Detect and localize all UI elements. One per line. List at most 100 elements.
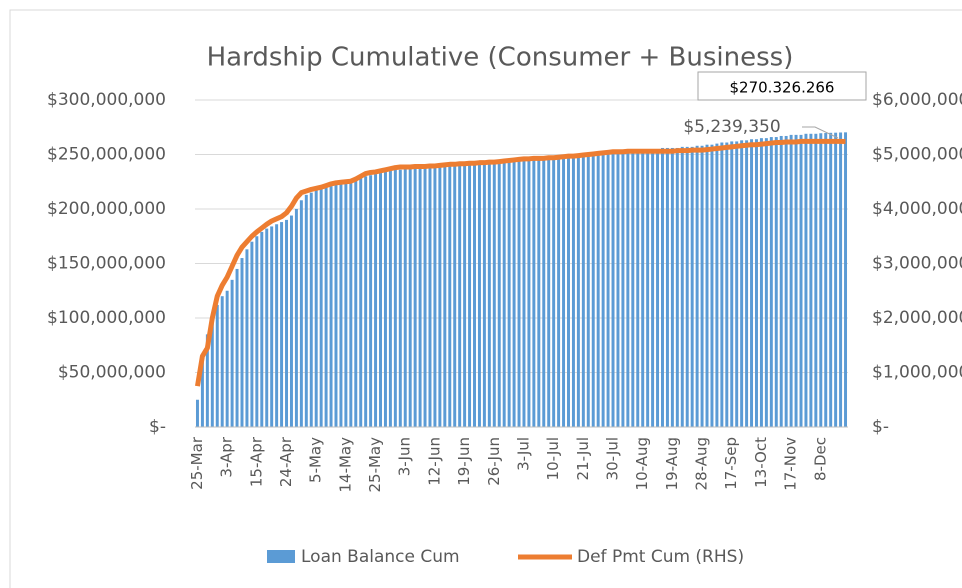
bar (844, 132, 848, 428)
bar (626, 151, 630, 428)
bar (383, 171, 387, 427)
bar (616, 152, 620, 427)
bar (651, 149, 655, 428)
bar (774, 137, 778, 427)
bar (324, 187, 328, 427)
bar (245, 249, 249, 427)
x-tick-label: 3-Apr (218, 436, 236, 477)
bar (354, 179, 358, 427)
bar (285, 219, 289, 427)
bar (492, 163, 496, 427)
bar (552, 157, 556, 427)
bar (512, 161, 516, 428)
bar (309, 192, 313, 427)
bar (403, 168, 407, 428)
x-tick-label: 17-Nov (782, 437, 800, 491)
x-tick-label: 25-Mar (188, 436, 206, 490)
bar (374, 174, 378, 427)
leader-line (802, 126, 839, 139)
bar (468, 165, 472, 427)
bar (705, 144, 709, 427)
y-tick-label: $100,000,000 (47, 308, 166, 328)
bar (665, 147, 669, 427)
bar (438, 167, 442, 427)
bar (215, 304, 219, 427)
bar (819, 133, 823, 427)
bar (497, 162, 501, 427)
bar (289, 215, 293, 427)
x-tick-label: 15-Apr (247, 436, 265, 487)
bar (641, 149, 645, 428)
bar (369, 175, 373, 427)
bar (398, 169, 402, 427)
bar (769, 137, 773, 427)
bar (250, 241, 254, 427)
bar (839, 132, 843, 427)
bar (661, 147, 664, 427)
y2-tick-label: $- (872, 417, 889, 437)
annotation: $270.326.266 (730, 79, 835, 97)
bar (280, 222, 284, 427)
bar (631, 150, 635, 427)
bar (433, 167, 437, 427)
bar (537, 158, 541, 428)
chart-title: Hardship Cumulative (Consumer + Business… (207, 43, 794, 73)
x-tick-label: 19-Aug (663, 437, 681, 490)
x-tick-label: 30-Jul (604, 437, 622, 480)
bar (745, 140, 749, 427)
x-tick-label: 3-Jul (514, 437, 532, 471)
x-tick-label: 21-Jul (574, 437, 592, 480)
y-tick-label: $50,000,000 (58, 363, 166, 383)
bar (779, 135, 783, 427)
bar (413, 168, 417, 428)
bar (725, 142, 729, 427)
legend-label: Def Pmt Cum (RHS) (577, 547, 744, 567)
y2-tick-label: $3,000,000 (872, 254, 962, 274)
bar (646, 149, 650, 428)
line (195, 138, 846, 387)
bar (517, 159, 521, 427)
bar (670, 147, 674, 427)
chart-frame (9, 9, 962, 588)
bar (270, 226, 274, 427)
x-tick-label: 5-May (307, 437, 325, 483)
bar (621, 151, 625, 428)
x-tick-label: 12-Jun (425, 437, 443, 486)
bar (685, 146, 689, 427)
bar (200, 361, 204, 427)
y2-tick-label: $2,000,000 (872, 308, 962, 328)
bar (329, 186, 333, 427)
bar (596, 153, 600, 427)
bar (636, 150, 640, 427)
x-tick-label: 3-Jun (396, 437, 414, 476)
y-tick-label: $- (149, 417, 166, 437)
bar (527, 159, 531, 427)
bar (547, 157, 551, 427)
bar (507, 161, 511, 428)
y-tick-label: $250,000,000 (47, 145, 166, 165)
bar (794, 134, 798, 427)
bar (804, 133, 808, 428)
bar (458, 165, 462, 427)
x-tick-label: 26-Jun (485, 437, 503, 486)
bar (388, 170, 392, 427)
bar (710, 144, 714, 427)
bar (824, 133, 828, 428)
x-tick-label: 28-Aug (693, 437, 711, 490)
x-tick-label: 17-Sep (722, 437, 740, 490)
bar (443, 166, 447, 428)
bar (344, 181, 348, 427)
bar (195, 399, 199, 427)
y2-tick-label: $1,000,000 (872, 363, 962, 383)
bar (240, 258, 244, 427)
annotation-box (697, 71, 867, 101)
bar (601, 153, 605, 427)
bar (235, 268, 239, 427)
bar (829, 132, 833, 427)
bar (477, 164, 481, 427)
x-tick-label: 14-May (336, 437, 354, 493)
bar (334, 185, 338, 427)
x-tick-label: 24-Apr (277, 436, 295, 487)
bar (764, 138, 768, 427)
bar (557, 157, 561, 427)
